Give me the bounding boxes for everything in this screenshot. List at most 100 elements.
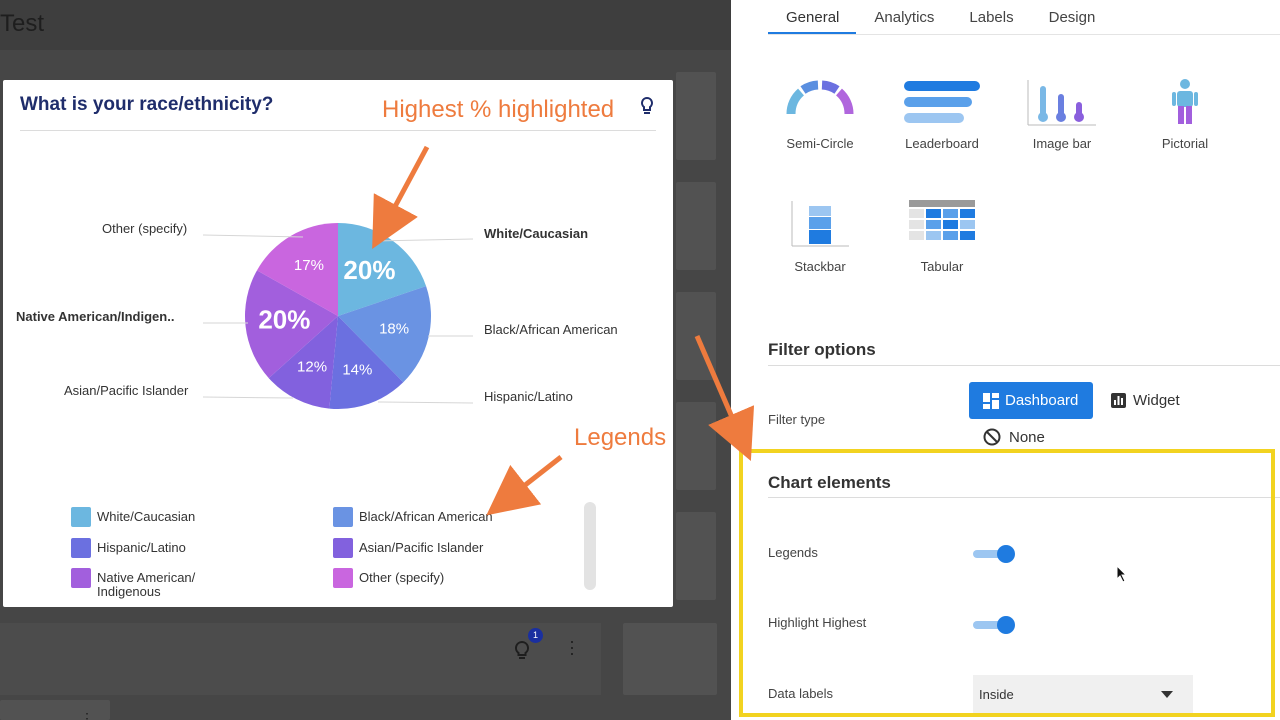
pie-slice[interactable] bbox=[244, 270, 338, 379]
chart-type-semi-circle[interactable]: Semi-Circle bbox=[765, 78, 875, 151]
legend-swatch bbox=[333, 507, 353, 527]
image-bar-chart-icon bbox=[1027, 80, 1096, 126]
data-labels-select[interactable]: Inside bbox=[973, 675, 1193, 713]
dashboard-header bbox=[0, 0, 731, 50]
legend-item[interactable]: Black/African American bbox=[333, 507, 529, 527]
legends-label: Legends bbox=[768, 545, 818, 560]
tip-count-badge: 1 bbox=[528, 628, 543, 643]
tab-labels[interactable]: Labels bbox=[969, 9, 1014, 26]
pie-slice[interactable] bbox=[338, 286, 431, 383]
chart-type-stackbar[interactable]: Stackbar bbox=[765, 199, 875, 274]
legend-item[interactable]: White/Caucasian bbox=[71, 507, 227, 527]
legend-item[interactable]: Native American/ Indigenous bbox=[71, 568, 217, 599]
legend-label: Asian/Pacific Islander bbox=[359, 540, 484, 555]
pie-slice[interactable] bbox=[329, 316, 404, 409]
legend-swatch bbox=[71, 538, 91, 558]
filter-dashboard-button[interactable]: Dashboard bbox=[969, 382, 1093, 419]
widget-chart-icon bbox=[1111, 393, 1126, 408]
filter-none-button[interactable]: None bbox=[983, 426, 1045, 448]
chart-type-label: Semi-Circle bbox=[786, 136, 854, 151]
outer-label-white: White/Caucasian bbox=[484, 226, 589, 241]
pie-data-label: 12% bbox=[297, 358, 327, 375]
chart-widget-card: What is your race/ethnicity? Highest % h… bbox=[3, 80, 673, 607]
outer-label-native: Native American/Indigen.. bbox=[16, 309, 175, 324]
pie-slice[interactable] bbox=[268, 316, 338, 409]
filter-none-label: None bbox=[1009, 428, 1045, 446]
outer-label-black: Black/African American bbox=[484, 322, 618, 337]
background-widget bbox=[0, 623, 601, 695]
chart-type-leaderboard[interactable]: Leaderboard bbox=[887, 78, 997, 151]
more-options-icon[interactable]: ⋮ bbox=[80, 710, 94, 720]
chart-type-image-bar[interactable]: Image bar bbox=[1007, 78, 1117, 151]
section-divider bbox=[768, 365, 1280, 366]
chart-type-pictorial[interactable]: Pictorial bbox=[1130, 78, 1240, 151]
pie-data-label: 14% bbox=[342, 361, 372, 378]
pie-slice[interactable] bbox=[338, 223, 427, 316]
chart-type-tabular[interactable]: Tabular bbox=[887, 199, 997, 274]
legend-item[interactable]: Hispanic/Latino bbox=[71, 538, 227, 558]
toggle-knob bbox=[997, 545, 1015, 563]
highlight-highest-label: Highlight Highest bbox=[768, 615, 867, 630]
leaderboard-chart-icon bbox=[904, 81, 980, 123]
outer-label-hispanic: Hispanic/Latino bbox=[484, 389, 573, 404]
chart-type-label: Pictorial bbox=[1161, 136, 1209, 151]
data-labels-value: Inside bbox=[979, 687, 1014, 702]
pie-data-label: 20% bbox=[343, 255, 395, 285]
dashboard-title: Test bbox=[0, 10, 45, 37]
chart-type-label: Tabular bbox=[920, 259, 964, 274]
legend-scrollbar[interactable] bbox=[584, 502, 596, 590]
legend-label: Other (specify) bbox=[359, 570, 445, 585]
background-widget bbox=[676, 182, 716, 270]
block-icon bbox=[983, 428, 1001, 446]
toggle-track bbox=[973, 621, 1009, 629]
background-widget bbox=[0, 700, 110, 720]
tabs-divider bbox=[768, 34, 1280, 35]
section-title-filter-options: Filter options bbox=[768, 340, 876, 359]
data-labels-label: Data labels bbox=[768, 686, 834, 701]
legend-swatch bbox=[333, 538, 353, 558]
background-widget bbox=[676, 512, 716, 600]
legend-swatch bbox=[333, 568, 353, 588]
filter-widget-button[interactable]: Widget bbox=[1111, 382, 1180, 419]
lightbulb-icon[interactable] bbox=[512, 640, 532, 667]
leader-line bbox=[202, 234, 304, 238]
pie-data-label: 17% bbox=[294, 257, 324, 274]
settings-tabs: General Analytics Labels Design bbox=[768, 0, 1112, 34]
filter-widget-label: Widget bbox=[1133, 392, 1180, 409]
tab-analytics[interactable]: Analytics bbox=[874, 9, 935, 26]
background-widget bbox=[676, 72, 716, 160]
legend-label: White/Caucasian bbox=[97, 509, 196, 524]
legend-swatch bbox=[71, 568, 91, 588]
legends-toggle[interactable] bbox=[973, 544, 1017, 564]
tab-general[interactable]: General bbox=[768, 0, 857, 34]
leader-line bbox=[377, 238, 474, 242]
pie-slice[interactable] bbox=[256, 223, 338, 316]
lightbulb-icon[interactable] bbox=[639, 96, 655, 121]
background-widget bbox=[623, 623, 717, 695]
tab-design[interactable]: Design bbox=[1048, 9, 1096, 26]
caret-down-icon bbox=[1161, 691, 1173, 698]
legend-item[interactable]: Asian/Pacific Islander bbox=[333, 538, 529, 558]
legend-item[interactable]: Other (specify) bbox=[333, 568, 529, 588]
dashboard-icon bbox=[983, 392, 999, 409]
legend-label: Hispanic/Latino bbox=[97, 540, 186, 555]
highlight-highest-toggle[interactable] bbox=[973, 615, 1017, 635]
pie-chart: 20% 18% 14% 12% 20% 17% bbox=[244, 223, 431, 409]
label-leader-lines bbox=[202, 234, 474, 404]
title-divider bbox=[20, 130, 656, 131]
leader-line bbox=[202, 396, 294, 399]
legend-label: Native American/ Indigenous bbox=[97, 570, 196, 599]
background-widget bbox=[676, 292, 716, 380]
legend-label: Black/African American bbox=[359, 509, 493, 524]
outer-label-other: Other (specify) bbox=[102, 221, 188, 236]
legend-swatch bbox=[71, 507, 91, 527]
tabular-chart-icon bbox=[909, 200, 975, 240]
semi-circle-chart-icon bbox=[786, 80, 854, 115]
more-options-icon[interactable]: · · · bbox=[569, 631, 575, 663]
annotation-highest-highlighted: Highest % highlighted bbox=[382, 96, 615, 123]
pictorial-person-icon bbox=[1172, 79, 1198, 124]
mouse-pointer-icon bbox=[1116, 564, 1128, 588]
annotation-legends: Legends bbox=[574, 424, 667, 451]
filter-dashboard-label: Dashboard bbox=[1005, 392, 1079, 409]
pie-data-label: 20% bbox=[258, 305, 310, 335]
